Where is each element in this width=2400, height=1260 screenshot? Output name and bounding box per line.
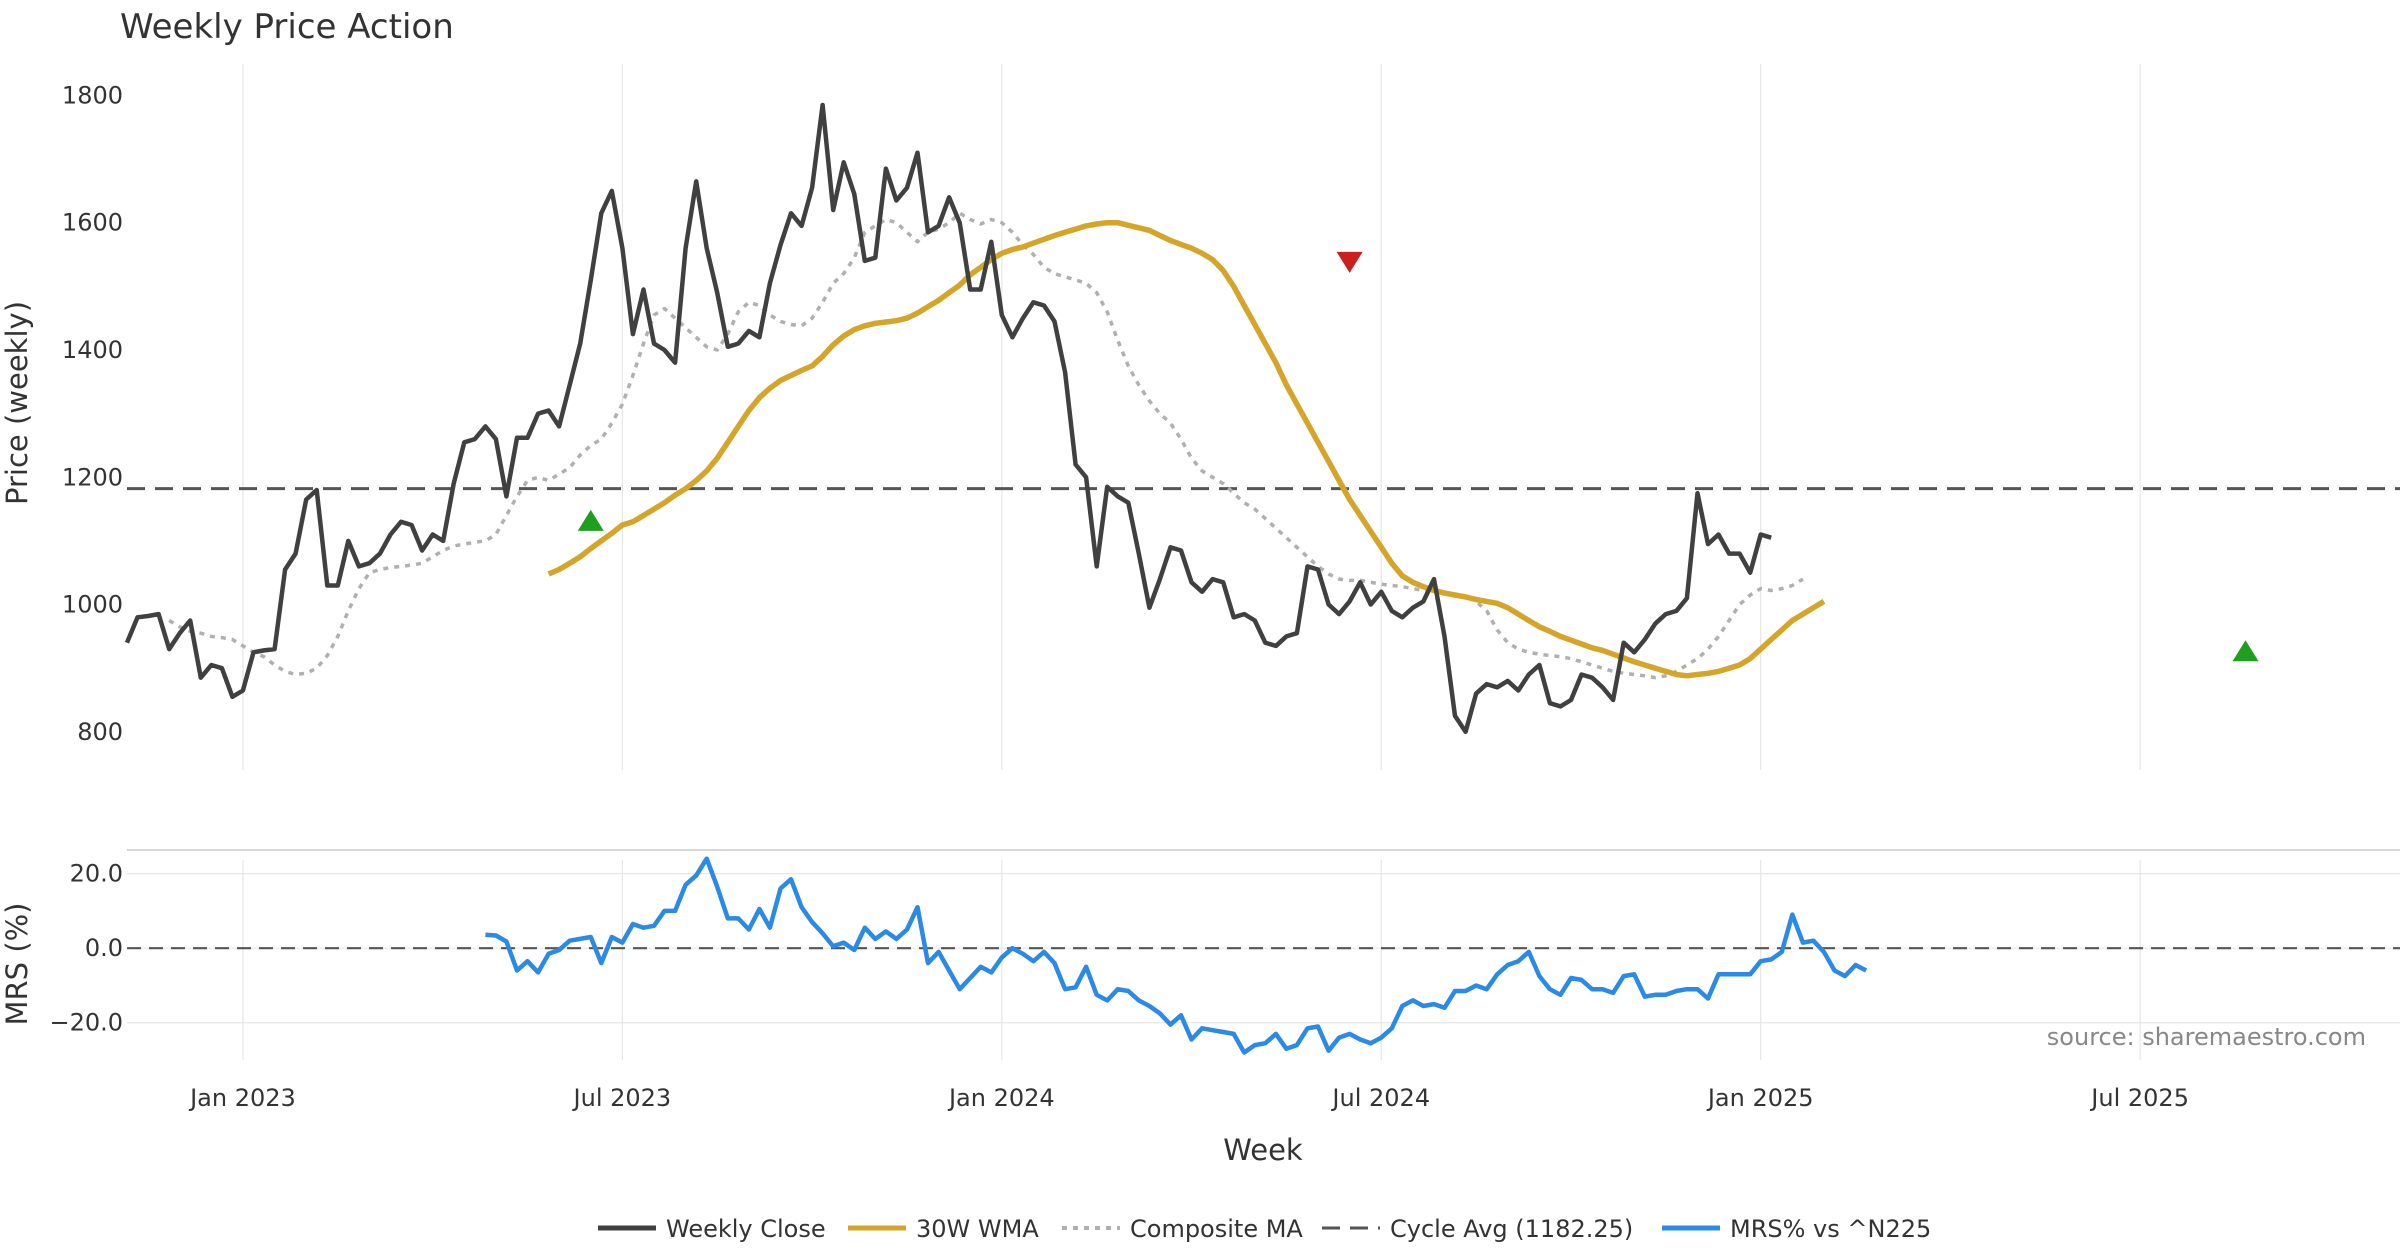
x-tick-label: Jan 2023 bbox=[188, 1084, 296, 1112]
mrs-line bbox=[485, 856, 1868, 1055]
legend-label: 30W WMA bbox=[916, 1215, 1039, 1243]
x-tick-label: Jan 2025 bbox=[1706, 1084, 1814, 1112]
mrs-y-ticks: 20.0 0.0 −20.0 bbox=[49, 860, 123, 1037]
price-y-tick-label: 1200 bbox=[62, 463, 123, 491]
x-tick-label: Jul 2025 bbox=[2089, 1084, 2189, 1112]
price-y-ticks: 800 1000 1200 1400 1600 1800 bbox=[62, 81, 123, 745]
mrs-y-tick-label: 20.0 bbox=[70, 860, 123, 888]
price-y-tick-label: 1000 bbox=[62, 591, 123, 619]
legend-label: Weekly Close bbox=[666, 1215, 826, 1243]
x-tick-label: Jul 2024 bbox=[1330, 1084, 1430, 1112]
legend-label: MRS% vs ^N225 bbox=[1730, 1215, 1931, 1243]
mrs-y-axis-label: MRS (%) bbox=[0, 903, 34, 1026]
price-gridlines bbox=[242, 64, 2141, 770]
legend-label: Composite MA bbox=[1130, 1215, 1303, 1243]
buy-signal-marker bbox=[2232, 640, 2259, 662]
signal-markers bbox=[577, 251, 2259, 662]
mrs-y-tick-label: −20.0 bbox=[49, 1009, 123, 1037]
source-note: source: sharemaestro.com bbox=[2047, 1023, 2366, 1051]
chart-title: Weekly Price Action bbox=[120, 7, 454, 47]
x-tick-label: Jul 2023 bbox=[572, 1084, 672, 1112]
x-axis-label: Week bbox=[1223, 1133, 1303, 1167]
wma-30w-line bbox=[547, 219, 1826, 679]
price-y-tick-label: 800 bbox=[77, 718, 123, 746]
sell-signal-marker bbox=[1336, 251, 1363, 273]
composite-ma-line bbox=[168, 211, 1804, 680]
buy-signal-marker bbox=[577, 509, 604, 531]
legend: Weekly Close 30W WMA Composite MA Cycle Avg… bbox=[598, 1215, 1931, 1243]
x-tick-label: Jan 2024 bbox=[947, 1084, 1055, 1112]
mrs-y-tick-label: 0.0 bbox=[85, 934, 123, 962]
price-y-tick-label: 1800 bbox=[62, 81, 123, 109]
price-y-tick-label: 1600 bbox=[62, 209, 123, 237]
legend-label: Cycle Avg (1182.25) bbox=[1390, 1215, 1633, 1243]
price-y-axis-label: Price (weekly) bbox=[0, 301, 34, 505]
weekly-close-line bbox=[124, 102, 1772, 735]
x-axis-ticks: Jan 2023 Jul 2023 Jan 2024 Jul 2024 Jan 2025… bbox=[188, 1084, 2189, 1112]
price-y-tick-label: 1400 bbox=[62, 336, 123, 364]
